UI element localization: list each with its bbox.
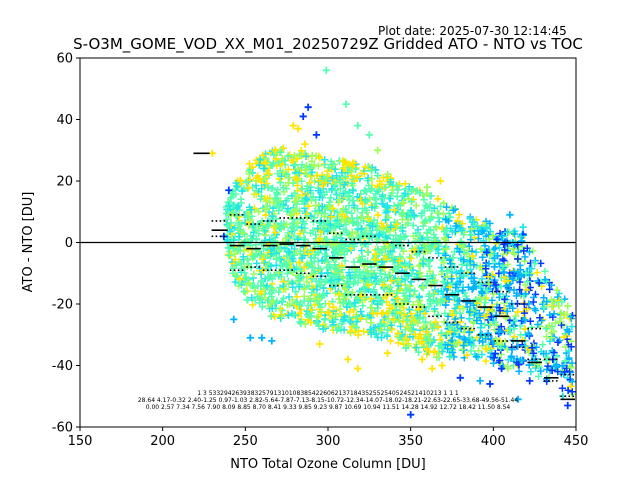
- scatter-point: [297, 305, 305, 314]
- scatter-point: [336, 185, 344, 193]
- y-axis-label: ATO - NTO [DU]: [21, 192, 36, 293]
- y-tick-label: 20: [56, 175, 73, 190]
- scatter-point: [432, 223, 440, 231]
- scatter-point: [222, 215, 230, 224]
- scatter-point: [460, 335, 468, 343]
- scatter-point: [248, 301, 257, 309]
- scatter-point: [486, 352, 495, 361]
- scatter-point: [554, 368, 562, 376]
- scatter-point: [468, 285, 476, 293]
- scatter-point: [237, 260, 245, 268]
- y-tick-label: 0: [65, 236, 73, 251]
- scatter-point: [452, 269, 460, 277]
- scatter-point: [537, 367, 545, 375]
- y-tick-label: -20: [52, 298, 73, 313]
- scatter-point: [253, 259, 261, 267]
- scatter-point: [303, 170, 311, 178]
- scatter-point: [352, 229, 360, 238]
- scatter-point: [400, 233, 408, 241]
- y-tick-label: 60: [56, 52, 73, 67]
- scatter-point: [535, 372, 543, 380]
- scatter-point: [257, 195, 265, 203]
- scatter-point: [406, 253, 414, 261]
- scatter-points: [222, 144, 576, 398]
- scatter-point: [336, 305, 344, 313]
- scatter-point: [477, 245, 485, 253]
- scatter-point: [467, 347, 475, 355]
- scatter-point: [426, 320, 435, 328]
- scatter-point: [546, 285, 554, 294]
- plot-date: Plot date: 2025-07-30 12:14:45: [378, 24, 567, 38]
- scatter-point: [295, 234, 303, 242]
- scatter-point: [365, 218, 374, 226]
- y-tick-label: -60: [52, 421, 73, 436]
- x-tick-label: 250: [233, 434, 258, 449]
- scatter-point: [451, 304, 459, 313]
- x-tick-label: 450: [564, 434, 589, 449]
- scatter-point: [354, 331, 362, 339]
- stats-count-row: 1 3 533294263938325791310108385422606213…: [197, 390, 459, 397]
- scatter-point: [524, 305, 532, 313]
- scatter-point: [275, 207, 283, 215]
- x-tick-label: 150: [68, 434, 93, 449]
- scatter-point: [527, 368, 535, 376]
- scatter-point: [412, 201, 420, 210]
- scatter-point: [470, 301, 478, 309]
- x-tick-label: 350: [398, 434, 423, 449]
- stats-std-row: 0.00 2.57 7.34 7.56 7.90 8.09 8.85 8.70 …: [146, 404, 511, 411]
- scatter-point: [223, 220, 231, 228]
- scatter-point: [357, 247, 366, 255]
- scatter-point: [515, 367, 523, 376]
- scatter-point: [526, 317, 534, 325]
- scatter-point: [491, 259, 499, 267]
- scatter-point: [414, 348, 423, 356]
- stats-mean-row: 28.64 4.17-0.32 2.40-1.25 0.97-1.03 2.82…: [138, 397, 519, 404]
- scatter-point: [325, 172, 333, 181]
- scatter-point: [409, 266, 417, 274]
- scatter-point: [349, 175, 357, 184]
- y-tick-label: -40: [52, 359, 73, 374]
- scatter-point: [529, 247, 537, 255]
- scatter-point: [486, 346, 494, 354]
- scatter-point: [472, 248, 480, 256]
- scatter-point: [380, 184, 388, 192]
- x-tick-label: 200: [150, 434, 175, 449]
- scatter-point: [245, 160, 254, 168]
- scatter-point: [486, 227, 494, 236]
- scatter-point: [258, 240, 266, 248]
- x-tick-label: 400: [481, 434, 506, 449]
- scatter-point: [520, 309, 529, 317]
- y-tick-label: 40: [56, 113, 73, 128]
- scatter-point: [307, 197, 316, 205]
- scatter-point: [407, 254, 415, 262]
- x-tick-label: 300: [316, 434, 341, 449]
- scatter-point: [504, 356, 512, 364]
- scatter-point: [435, 218, 443, 226]
- scatter-point: [341, 257, 349, 265]
- scatter-point: [298, 160, 306, 169]
- scatter-point: [543, 365, 551, 374]
- chart-title: S-O3M_GOME_VOD_XX_M01_20250729Z Gridded …: [73, 35, 583, 54]
- scatter-point: [298, 185, 306, 193]
- scatter-point: [463, 303, 471, 311]
- scatter-point: [426, 267, 434, 275]
- x-axis-label: NTO Total Ozone Column [DU]: [230, 457, 426, 472]
- scatter-point: [360, 327, 368, 336]
- scatter-point: [419, 313, 427, 322]
